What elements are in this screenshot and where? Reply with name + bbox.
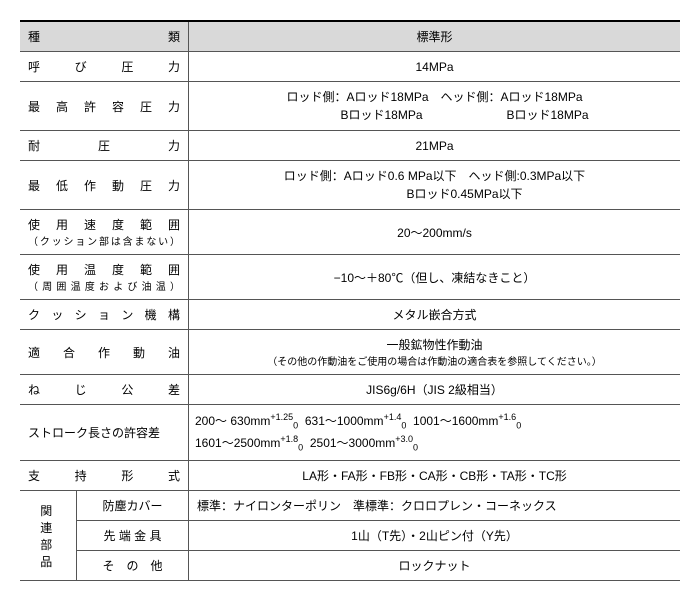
row-label: 使 用 速 度 範 囲 （クッション部は含まない） [20,210,189,255]
row-value: 14MPa [189,52,681,82]
row-value: ロッド側：Aロッド18MPa ヘッド側：Aロッド18MPa Bロッド18MPa … [189,82,681,131]
row-value: メタル嵌合方式 [189,300,681,330]
table-row: 支 持 形 式 LA形・FA形・FB形・CA形・CB形・TA形・TC形 [20,461,680,491]
group-label: 関 連 部 品 [20,491,77,581]
row-label: ク ッ シ ョ ン 機 構 [20,300,189,330]
table-row: 耐 圧 力 21MPa [20,131,680,161]
table-row: ストローク長さの許容差 200～ 630mm+1.250 631～1000mm+… [20,405,680,461]
row-value: 1山（T先）・2山ピン付（Y先） [189,521,681,551]
row-value: LA形・FA形・FB形・CA形・CB形・TA形・TC形 [189,461,681,491]
row-value: JIS6g/6H（JIS 2級相当） [189,375,681,405]
table-row: そ の 他 ロックナット [20,551,680,581]
table-row: 最 高 許 容 圧 力 ロッド側：Aロッド18MPa ヘッド側：Aロッド18MP… [20,82,680,131]
row-value: −10～＋80℃（但し、凍結なきこと） [189,255,681,300]
row-label: 支 持 形 式 [20,461,189,491]
sub-label: 先 端 金 具 [77,521,189,551]
row-value: 20～200mm/s [189,210,681,255]
row-label: 使 用 温 度 範 囲 （周囲温度および油温） [20,255,189,300]
row-sublabel: （クッション部は含まない） [28,233,180,248]
sub-label: 防塵カバー [77,491,189,521]
table-row: 適 合 作 動 油 一般鉱物性作動油 （その他の作動油をご使用の場合は作動油の適… [20,330,680,375]
row-value: ロックナット [189,551,681,581]
row-label: ね じ 公 差 [20,375,189,405]
row-value: 200～ 630mm+1.250 631～1000mm+1.40 1001～16… [189,405,681,461]
row-label: 最 低 作 動 圧 力 [20,161,189,210]
table-row: 先 端 金 具 1山（T先）・2山ピン付（Y先） [20,521,680,551]
row-label: 耐 圧 力 [20,131,189,161]
table-row: 関 連 部 品 防塵カバー 標準：ナイロンターポリン 準標準：クロロプレン・コー… [20,491,680,521]
table-row: ク ッ シ ョ ン 機 構 メタル嵌合方式 [20,300,680,330]
row-label: 呼 び 圧 力 [20,52,189,82]
row-value: ロッド側：Aロッド0.6 MPa以下 ヘッド側:0.3MPa以下 Bロッド0.4… [189,161,681,210]
row-label: ストローク長さの許容差 [20,405,189,461]
table-row: 最 低 作 動 圧 力 ロッド側：Aロッド0.6 MPa以下 ヘッド側:0.3M… [20,161,680,210]
table-row: ね じ 公 差 JIS6g/6H（JIS 2級相当） [20,375,680,405]
row-value: 一般鉱物性作動油 （その他の作動油をご使用の場合は作動油の適合表を参照してくださ… [189,330,681,375]
row-label: 最 高 許 容 圧 力 [20,82,189,131]
row-sublabel: （周囲温度および油温） [28,278,180,293]
spec-table: 種 類 標準形 呼 び 圧 力 14MPa 最 高 許 容 圧 力 ロッド側：A… [20,20,680,581]
table-row: 使 用 温 度 範 囲 （周囲温度および油温） −10～＋80℃（但し、凍結なき… [20,255,680,300]
table-row: 呼 び 圧 力 14MPa [20,52,680,82]
header-type: 種 類 [20,21,189,52]
row-note: （その他の作動油をご使用の場合は作動油の適合表を参照してください。） [197,353,672,368]
sub-label: そ の 他 [77,551,189,581]
row-value: 21MPa [189,131,681,161]
row-value: 標準：ナイロンターポリン 準標準：クロロプレン・コーネックス [189,491,681,521]
row-label: 適 合 作 動 油 [20,330,189,375]
header-standard: 標準形 [189,21,681,52]
table-row: 使 用 速 度 範 囲 （クッション部は含まない） 20～200mm/s [20,210,680,255]
